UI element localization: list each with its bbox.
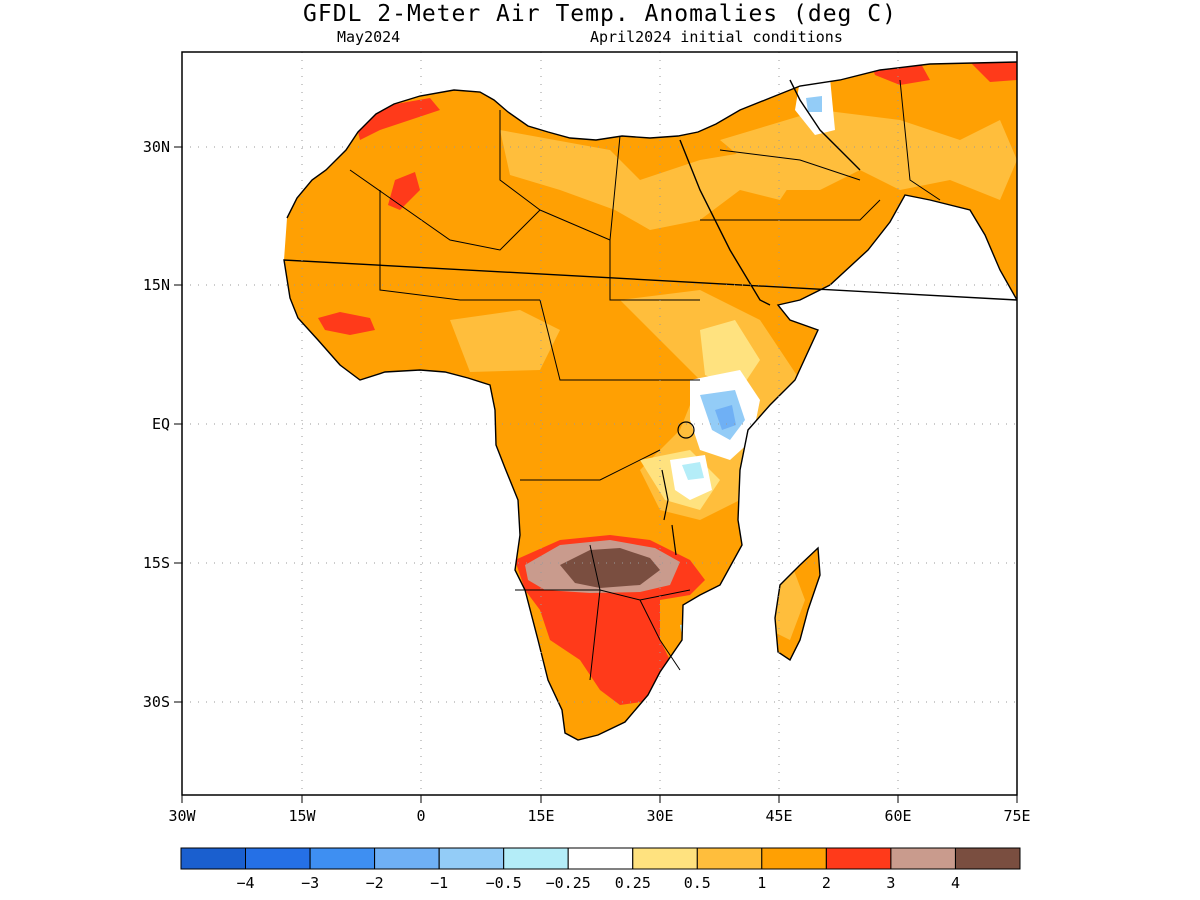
colorbar-swatch xyxy=(890,847,956,870)
colorbar-swatch xyxy=(374,847,440,870)
lat-label: EQ xyxy=(152,415,170,433)
colorbar-label: 0.25 xyxy=(615,874,651,892)
lon-label: 15W xyxy=(288,807,316,825)
colorbar-label: 4 xyxy=(951,874,960,892)
lat-label: 15N xyxy=(143,276,170,294)
colorbar-swatch xyxy=(180,847,246,870)
shade-2-to-3-pakistan xyxy=(970,62,1017,82)
shade-cool-tanzania xyxy=(682,462,704,480)
colorbar-swatch xyxy=(696,847,763,870)
shade-0.5-to-1-arabia xyxy=(720,110,1017,200)
shade-2-to-3-sahara xyxy=(388,172,420,210)
lon-label: 30W xyxy=(168,807,196,825)
shade-colder-kenya xyxy=(715,405,736,430)
lat-label: 30N xyxy=(143,138,170,156)
lon-label: 0 xyxy=(416,807,425,825)
colorbar-label: 1 xyxy=(757,874,766,892)
colorbar-label: 3 xyxy=(886,874,895,892)
colorbar-swatch xyxy=(567,847,634,870)
colorbar-label: 0.5 xyxy=(684,874,711,892)
shade-cool-gulf xyxy=(806,96,822,112)
lon-label: 15E xyxy=(527,807,554,825)
colorbar-label: −0.25 xyxy=(546,874,591,892)
initial-conditions-label: April2024 initial conditions xyxy=(590,28,843,46)
lakes xyxy=(661,421,695,556)
colorbar-label: −1 xyxy=(430,874,448,892)
lon-label: 75E xyxy=(1003,807,1030,825)
shade-2-to-3-senegal xyxy=(318,312,375,335)
colorbar-swatch xyxy=(761,847,827,870)
latitude-labels: 30N 15N EQ 15S 30S xyxy=(143,138,170,711)
chart-title: GFDL 2-Meter Air Temp. Anomalies (deg C) xyxy=(303,1,897,27)
colorbar-swatch xyxy=(245,847,311,870)
colorbar-swatch xyxy=(632,847,698,870)
shade-0.5-to-1-west xyxy=(450,310,560,372)
coastlines xyxy=(283,61,1017,741)
colorbar-swatch xyxy=(825,847,892,870)
forecast-month: May2024 xyxy=(337,28,401,46)
longitude-labels: 30W 15W 0 15E 30E 45E 60E 75E xyxy=(168,807,1030,825)
lat-label: 15S xyxy=(143,554,170,572)
colorbar-label: −0.5 xyxy=(486,874,522,892)
lon-label: 60E xyxy=(884,807,911,825)
colorbar-swatch xyxy=(955,847,1021,870)
colorbar-swatch xyxy=(503,847,569,870)
colorbar-label: −4 xyxy=(236,874,254,892)
colorbar-label: −2 xyxy=(366,874,384,892)
lon-label: 30E xyxy=(646,807,673,825)
colorbar-label: −3 xyxy=(301,874,319,892)
lon-label: 45E xyxy=(765,807,792,825)
colorbar-swatch xyxy=(438,847,505,870)
colorbar-swatch xyxy=(309,847,376,870)
shade-2-to-3-morocco xyxy=(355,98,440,140)
axis-ticks xyxy=(174,146,1018,803)
lat-label: 30S xyxy=(143,693,170,711)
shade-0.25-to-0.5-ethiopia xyxy=(700,320,760,390)
colorbar-label: 2 xyxy=(822,874,831,892)
shade-0.5-to-1-north xyxy=(500,130,800,230)
shade-above-4 xyxy=(560,548,660,588)
colorbar: −4 −3 −2 −1 −0.5 −0.25 0.25 0.5 1 2 3 4 xyxy=(180,847,1021,892)
country-borders xyxy=(349,79,941,681)
